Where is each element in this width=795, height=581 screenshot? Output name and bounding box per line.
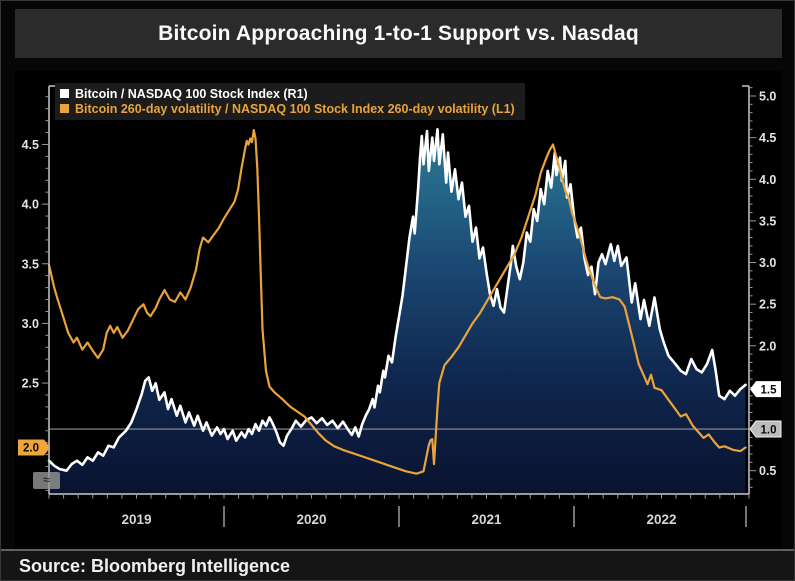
volatility-series-swatch-icon xyxy=(60,104,69,113)
x-axis-year-label: 2022 xyxy=(646,512,676,527)
chart-title: Bitcoin Approaching 1-to-1 Support vs. N… xyxy=(158,21,639,45)
right-axis-tick-label: 4.5 xyxy=(759,131,776,145)
right-axis-tick-label: 3.5 xyxy=(759,214,776,228)
support-value-tag xyxy=(749,420,782,438)
right-axis-tick-label: 3.0 xyxy=(759,256,776,270)
ratio-series-swatch-icon xyxy=(60,89,69,98)
white-value-tag-label: 1.5 xyxy=(761,384,778,396)
chart-title-bar: Bitcoin Approaching 1-to-1 Support vs. N… xyxy=(15,9,782,58)
amber-value-tag xyxy=(18,439,50,456)
chart-legend: Bitcoin / NASDAQ 100 Stock Index (R1) Bi… xyxy=(55,83,525,120)
white-value-tag xyxy=(750,381,781,398)
source-bar: Source: Bloomberg Intelligence xyxy=(1,549,794,580)
legend-label-ratio: Bitcoin / NASDAQ 100 Stock Index (R1) xyxy=(75,86,308,101)
right-axis-tick-label: 5.0 xyxy=(759,89,776,103)
right-axis-tick-label: 0.5 xyxy=(759,464,776,478)
legend-label-volatility: Bitcoin 260-day volatility / NASDAQ 100 … xyxy=(75,101,515,116)
x-axis-year-label: 2020 xyxy=(296,512,326,527)
ratio-area-fill xyxy=(49,129,746,495)
chart-panel: 2.5 3.0 3.5 4.0 4.5 0.5 2.0 2.5 3.0 3.5 4.0 4.5 5.0 2… xyxy=(15,71,782,549)
left-axis-tick-label: 4.5 xyxy=(22,138,39,152)
source-text: Source: Bloomberg Intelligence xyxy=(19,556,291,576)
left-axis-tick-label: 3.5 xyxy=(22,257,39,271)
right-axis-tick-label: 2.0 xyxy=(759,339,776,353)
amber-value-tag-label: 2.0 xyxy=(23,443,39,455)
left-axis-tick-label: 2.5 xyxy=(22,377,39,391)
x-axis-year-label: 2021 xyxy=(471,512,502,527)
ratio-line xyxy=(47,127,747,473)
chart-edit-wave-icon[interactable]: ≈ xyxy=(33,472,60,489)
x-axis-year-label: 2019 xyxy=(121,512,151,527)
left-axis-tick-label: 4.0 xyxy=(22,198,39,212)
legend-item-volatility: Bitcoin 260-day volatility / NASDAQ 100 … xyxy=(60,101,515,116)
right-axis-tick-label: 4.0 xyxy=(759,173,776,187)
legend-item-ratio: Bitcoin / NASDAQ 100 Stock Index (R1) xyxy=(60,86,515,101)
support-value-tag-label: 1.0 xyxy=(761,424,777,436)
right-axis-tick-label: 2.5 xyxy=(759,298,776,312)
left-axis-tick-label: 3.0 xyxy=(22,317,39,331)
ratio-volatility-chart: 2.5 3.0 3.5 4.0 4.5 0.5 2.0 2.5 3.0 3.5 4.0 4.5 5.0 2… xyxy=(18,85,782,527)
volatility-line xyxy=(47,128,747,475)
